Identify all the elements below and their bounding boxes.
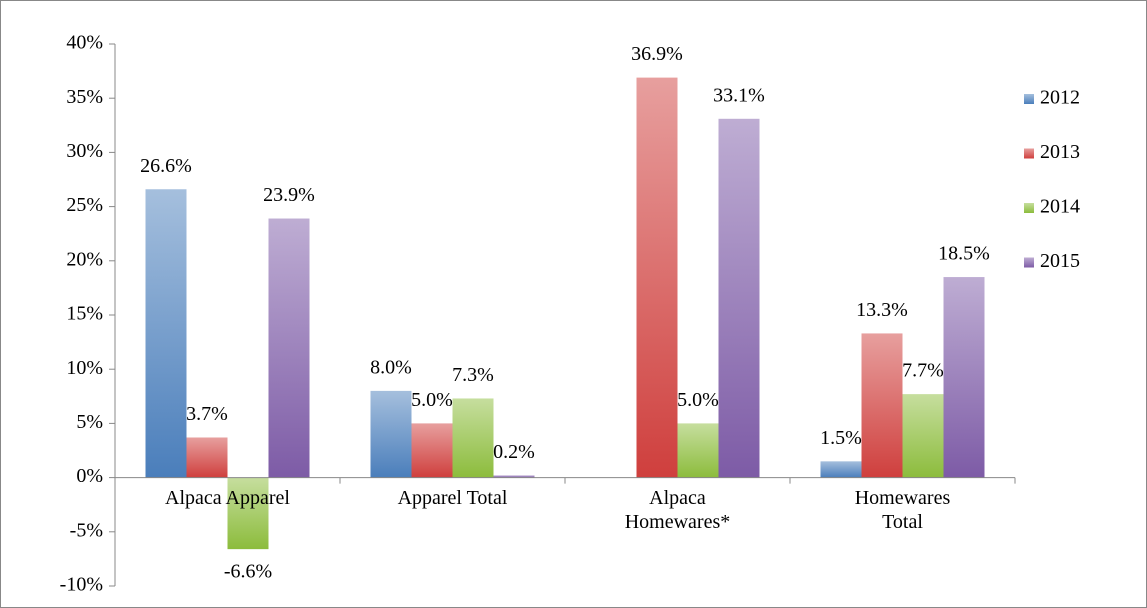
y-tick-label: 25% — [66, 194, 103, 216]
data-label: 8.0% — [370, 356, 412, 378]
legend-label: 2015 — [1040, 250, 1080, 272]
bar — [186, 437, 228, 478]
bar — [943, 277, 985, 478]
x-tick-label-box: Homewares Total — [854, 486, 951, 533]
data-label: 33.1% — [713, 84, 765, 106]
legend-swatch — [1024, 94, 1034, 104]
bar — [370, 390, 412, 478]
data-label: 36.9% — [631, 43, 683, 65]
data-label: 7.3% — [452, 364, 494, 386]
bar — [861, 333, 903, 478]
y-tick-label: 20% — [66, 248, 103, 270]
bar — [452, 398, 494, 478]
data-label: 5.0% — [677, 389, 719, 411]
bar — [493, 475, 535, 478]
legend-label: 2014 — [1040, 196, 1080, 218]
x-tick-label-box: Apparel Total — [397, 486, 508, 509]
legend-label: 2012 — [1040, 87, 1080, 109]
bar — [820, 461, 862, 478]
x-tick-label: Apparel Total — [397, 486, 508, 509]
data-label: 5.0% — [411, 389, 453, 411]
bar — [411, 423, 453, 478]
data-label: 7.7% — [902, 360, 944, 382]
data-label: 13.3% — [856, 299, 908, 321]
bar — [718, 118, 760, 478]
y-tick-label: -5% — [70, 519, 103, 541]
y-tick-label: 10% — [66, 357, 103, 379]
data-label: 1.5% — [820, 427, 862, 449]
x-tick-label-box: Alpaca Homewares* — [624, 486, 731, 533]
x-tick-label-box: Alpaca Apparel — [165, 486, 290, 509]
bar — [145, 189, 187, 478]
data-label: 0.2% — [493, 441, 535, 463]
data-label: 26.6% — [140, 155, 192, 177]
legend-label: 2013 — [1040, 141, 1080, 163]
bar — [902, 394, 944, 478]
bar — [677, 423, 719, 478]
x-tick-label: Alpaca Apparel — [165, 486, 290, 509]
data-label: -6.6% — [224, 561, 272, 583]
data-label: 23.9% — [263, 184, 315, 206]
y-tick-label: 0% — [76, 465, 103, 487]
y-tick-label: 40% — [66, 32, 103, 54]
x-tick-label: Alpaca Homewares* — [624, 486, 731, 533]
y-tick-label: 30% — [66, 140, 103, 162]
data-label: 18.5% — [938, 243, 990, 265]
y-tick-label: -10% — [60, 574, 103, 596]
legend-swatch — [1024, 203, 1034, 213]
bar — [227, 477, 269, 550]
x-tick-label: Homewares Total — [854, 486, 951, 533]
bar — [636, 77, 678, 478]
legend-swatch — [1024, 148, 1034, 159]
y-tick-label: 15% — [66, 303, 103, 325]
y-tick-label: 35% — [66, 86, 103, 108]
legend-swatch — [1024, 257, 1034, 268]
y-tick-label: 5% — [76, 411, 103, 433]
bar — [268, 218, 310, 478]
data-label: 3.7% — [186, 403, 228, 425]
